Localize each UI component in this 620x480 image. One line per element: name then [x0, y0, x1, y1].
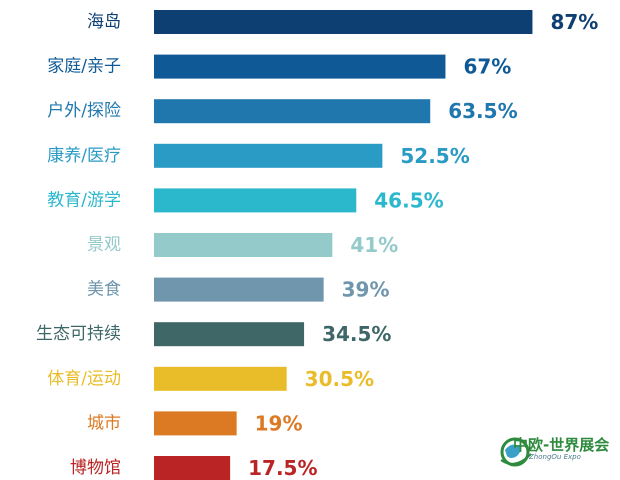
bar — [154, 277, 324, 302]
category-label: 海岛 — [87, 12, 121, 32]
value-label: 17.5% — [248, 456, 317, 480]
bar — [154, 366, 287, 391]
value-label: 34.5% — [322, 322, 391, 346]
value-label: 87% — [550, 10, 598, 34]
category-label: 美食 — [87, 280, 121, 300]
bar — [154, 456, 231, 480]
bar — [154, 54, 446, 79]
category-label: 体育/运动 — [47, 369, 121, 389]
category-label: 生态可持续 — [36, 324, 121, 344]
value-label: 41% — [350, 233, 398, 257]
logo: 中欧-世界展会 ZhongOu Expo — [497, 430, 615, 472]
value-label: 39% — [342, 278, 390, 302]
category-label: 教育/游学 — [47, 190, 121, 210]
category-label: 户外/探险 — [47, 101, 121, 121]
value-label: 63.5% — [448, 99, 517, 123]
value-label: 52.5% — [400, 144, 469, 168]
logo-subtext: ZhongOu Expo — [529, 453, 581, 461]
logo-text: 中欧-世界展会 — [513, 436, 610, 454]
bar — [154, 143, 383, 168]
bar — [154, 411, 237, 436]
bar — [154, 233, 333, 257]
value-label: 30.5% — [305, 367, 374, 391]
bar — [154, 10, 533, 34]
category-label: 康养/医疗 — [47, 146, 121, 166]
bar — [154, 322, 305, 347]
category-label: 城市 — [87, 413, 121, 433]
category-label: 博物馆 — [70, 458, 121, 478]
value-label: 67% — [463, 55, 511, 79]
category-label: 家庭/亲子 — [47, 57, 121, 77]
bar — [154, 188, 357, 213]
bar — [154, 99, 431, 124]
value-label: 19% — [255, 411, 303, 435]
value-label: 46.5% — [374, 188, 443, 212]
logo-globe-icon — [500, 437, 532, 467]
category-label: 景观 — [87, 235, 121, 255]
